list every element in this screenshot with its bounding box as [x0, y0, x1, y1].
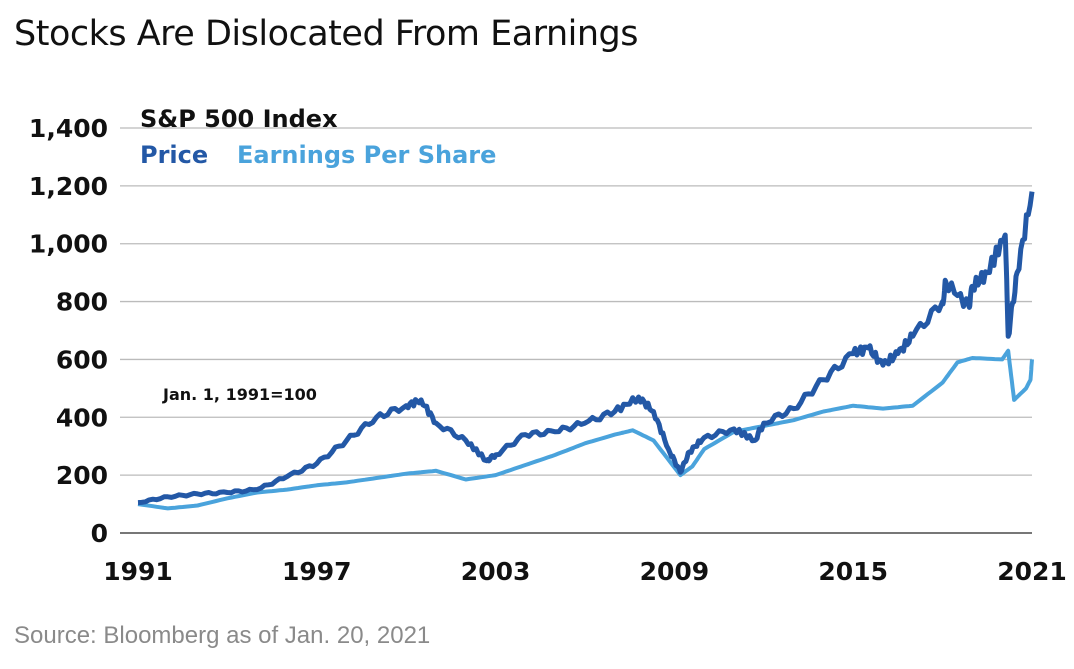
source-note: Source: Bloomberg as of Jan. 20, 2021 — [14, 622, 431, 649]
y-tick-label: 600 — [56, 345, 108, 374]
x-tick-label: 2021 — [997, 557, 1067, 586]
y-tick-label: 200 — [56, 461, 108, 490]
chart-title: Stocks Are Dislocated From Earnings — [14, 14, 639, 54]
y-tick-label: 0 — [91, 519, 108, 548]
y-tick-label: 1,000 — [29, 230, 108, 259]
base-annotation: Jan. 1, 1991=100 — [162, 385, 317, 404]
eps-line — [137, 348, 1034, 511]
legend-price: Price — [140, 141, 208, 169]
x-tick-label: 2003 — [461, 557, 531, 586]
x-tick-label: 2009 — [640, 557, 710, 586]
y-tick-label: 800 — [56, 288, 108, 317]
x-tick-label: 1991 — [103, 557, 173, 586]
y-tick-label: 1,400 — [29, 114, 108, 143]
y-tick-label: 400 — [56, 403, 108, 432]
x-tick-label: 2015 — [818, 557, 888, 586]
legend-eps: Earnings Per Share — [237, 141, 496, 169]
chart-subtitle: S&P 500 Index — [140, 105, 338, 133]
y-tick-label: 1,200 — [29, 172, 108, 201]
price-line — [137, 191, 1035, 506]
x-tick-label: 1997 — [282, 557, 352, 586]
